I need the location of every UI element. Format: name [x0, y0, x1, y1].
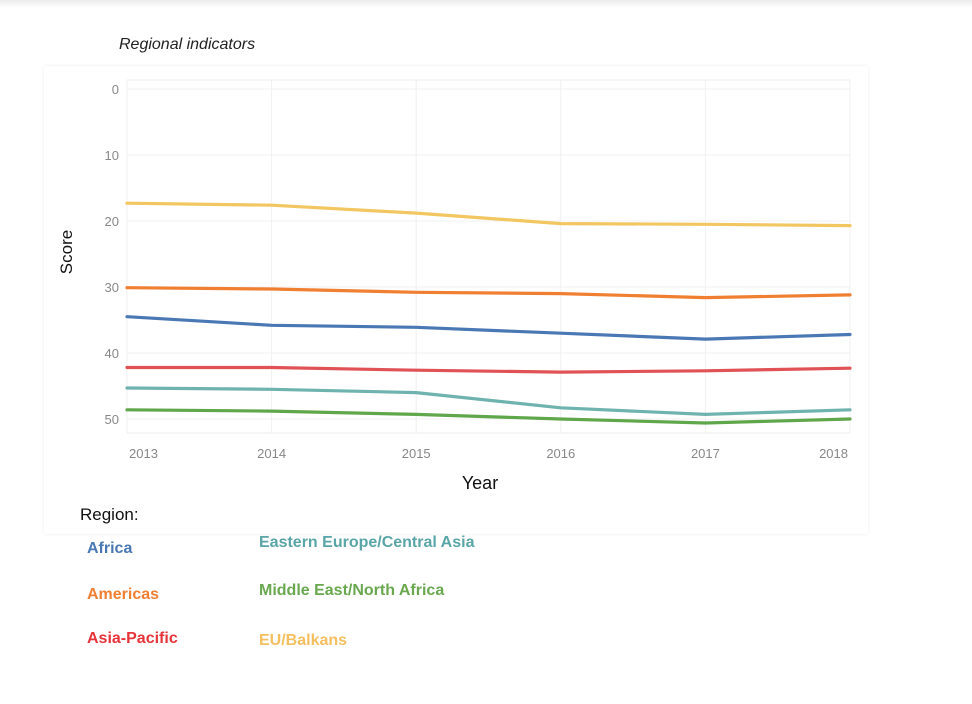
grid-layer [126, 79, 851, 434]
chart-card [44, 66, 868, 534]
y-tick-label: 0 [112, 82, 119, 97]
top-strip [0, 0, 972, 8]
legend-item-eastern-europe-central-asia: Eastern Europe/Central Asia [259, 534, 475, 551]
legend-item-middle-east-north-africa: Middle East/North Africa [259, 582, 445, 599]
x-tick-label: 2015 [402, 446, 431, 461]
y-tick-label: 20 [105, 214, 119, 229]
series-line-americas [125, 286, 852, 300]
series-line-africa [125, 315, 852, 341]
y-tick-label: 40 [105, 346, 119, 361]
legend-item-americas: Americas [87, 586, 160, 603]
x-tick-label: 2016 [546, 446, 575, 461]
x-tick-label: 2017 [691, 446, 720, 461]
series-line-middle-east-north-africa [125, 408, 852, 425]
y-tick-label: 50 [105, 412, 119, 427]
x-tick-labels: 2013 2014 2015 2016 2017 2018 [129, 446, 848, 461]
y-tick-labels: 0 10 20 30 40 50 [105, 82, 119, 427]
legend-item-asia-pacific: Asia-Pacific [87, 630, 178, 647]
plot-frame [126, 79, 851, 434]
x-tick-label: 2013 [129, 446, 158, 461]
series-line-eastern-europe-central-asia [125, 386, 852, 416]
y-tick-label: 30 [105, 280, 119, 295]
series-line-asia-pacific [125, 365, 852, 374]
legend-item-africa: Africa [87, 540, 133, 557]
legend-title: Region: [80, 505, 139, 524]
y-axis-label: Score [57, 230, 76, 274]
x-tick-label: 2014 [257, 446, 286, 461]
series-lines [125, 201, 852, 425]
x-tick-label: 2018 [819, 446, 848, 461]
chart-title: Regional indicators [119, 36, 256, 53]
y-tick-label: 10 [105, 148, 119, 163]
series-line-eu-balkans [125, 201, 852, 228]
x-axis-label: Year [462, 473, 498, 493]
legend-item-eu-balkans: EU/Balkans [259, 632, 348, 649]
